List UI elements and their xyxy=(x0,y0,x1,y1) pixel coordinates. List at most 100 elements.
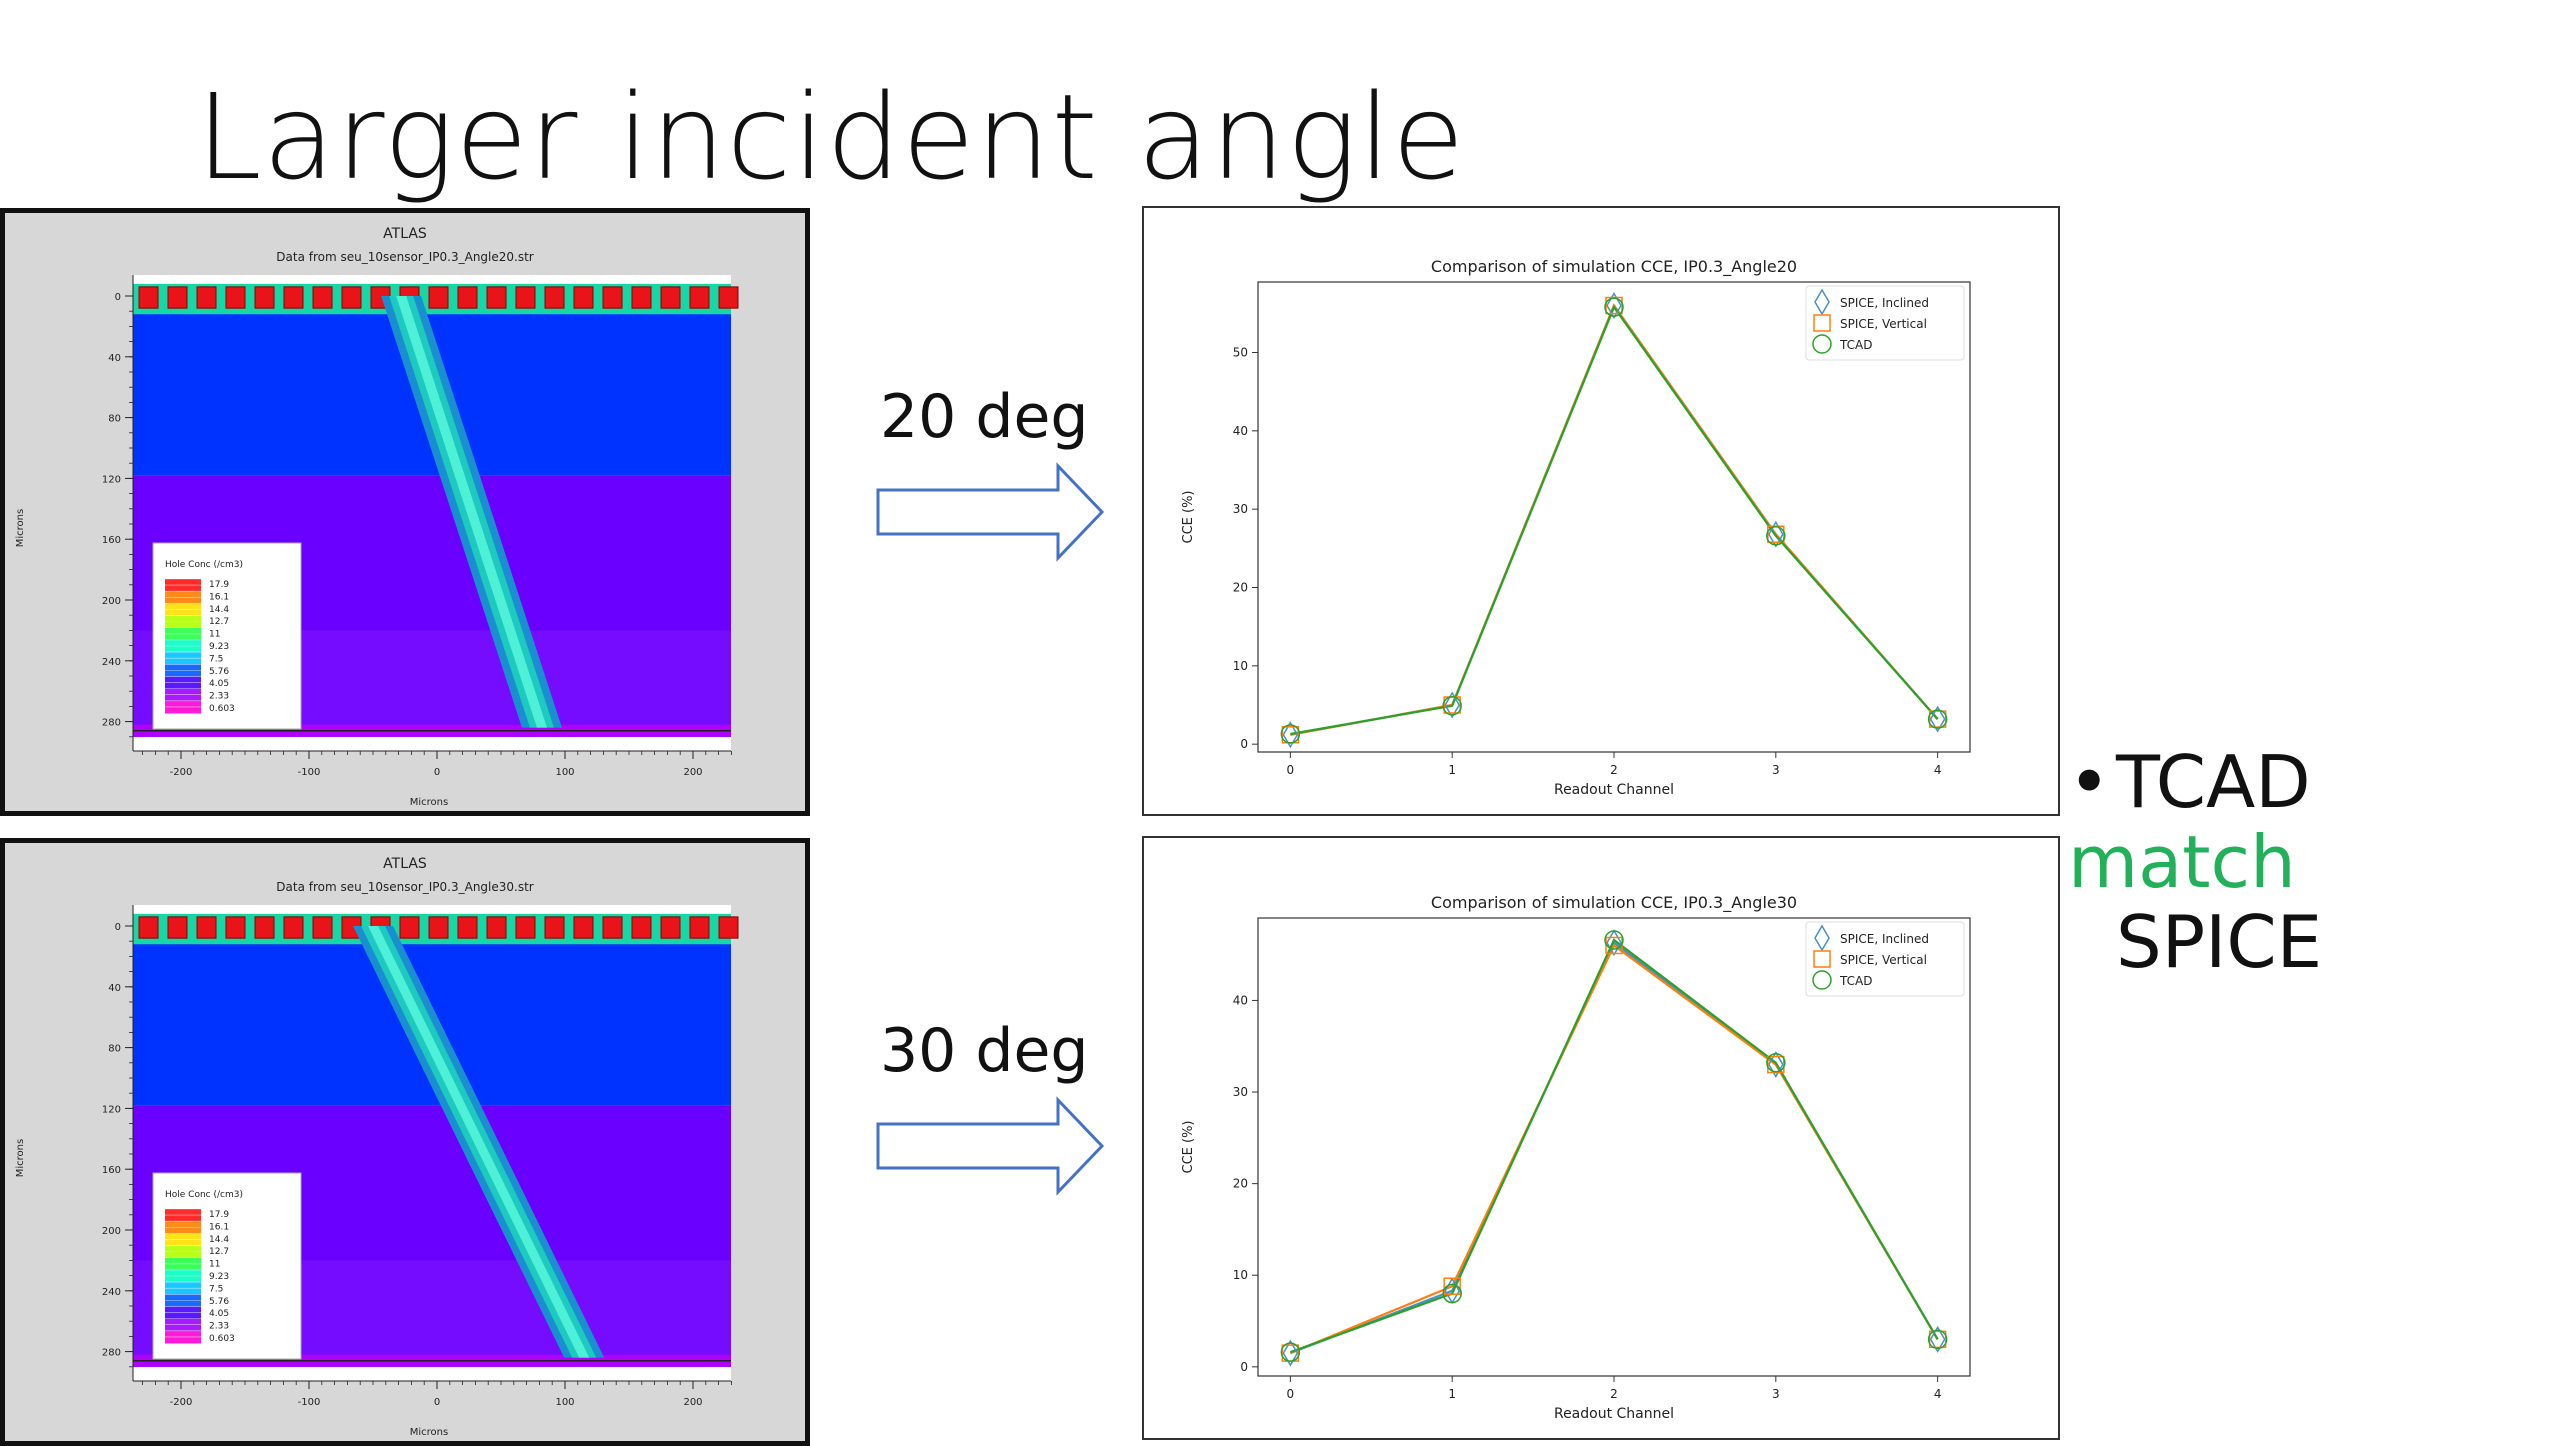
atlas-strip-electrode xyxy=(718,286,739,309)
chart-point-inclined xyxy=(1929,705,1946,733)
chart-x-tick-label: 0 xyxy=(1287,763,1295,777)
atlas-x-axis-label: Microns xyxy=(410,1427,448,1438)
atlas-header: ATLAS xyxy=(383,226,427,242)
atlas-y-tick-label: 80 xyxy=(108,414,121,425)
chart-y-tick-label: 0 xyxy=(1240,1360,1248,1374)
chart-title: Comparison of simulation CCE, IP0.3_Angl… xyxy=(1431,257,1797,277)
chart-x-axis-label: Readout Channel xyxy=(1554,1406,1674,1422)
atlas-y-tick-label: 240 xyxy=(102,1287,121,1298)
atlas-legend-value: 14.4 xyxy=(209,1235,229,1245)
atlas-strip-electrode xyxy=(428,286,449,309)
chart-x-tick-label: 3 xyxy=(1772,763,1780,777)
atlas-legend-value: 11 xyxy=(209,630,220,640)
chart-legend-label: TCAD xyxy=(1839,974,1872,988)
atlas-strip-electrode xyxy=(573,916,594,939)
chart-y-axis-label: CCE (%) xyxy=(1181,1121,1196,1174)
cce-chart-20deg: Comparison of simulation CCE, IP0.3_Angl… xyxy=(1142,206,2060,816)
atlas-legend-value: 4.05 xyxy=(209,1309,229,1319)
atlas-strip-electrode xyxy=(312,286,333,309)
atlas-legend-value: 16.1 xyxy=(209,1222,229,1232)
atlas-strip-electrode xyxy=(660,916,681,939)
chart-point-inclined xyxy=(1606,292,1622,319)
atlas-y-axis-label: Microns xyxy=(15,509,26,547)
bullet-text-match: match xyxy=(2068,820,2296,904)
atlas-strip-electrode xyxy=(602,916,623,939)
chart-point-vertical xyxy=(1928,1330,1947,1349)
atlas-y-tick-label: 160 xyxy=(102,535,121,546)
right-arrow-icon xyxy=(876,462,1105,562)
atlas-strip-electrode xyxy=(167,286,188,309)
chart-x-tick-label: 1 xyxy=(1448,763,1456,777)
chart-series-line-circle xyxy=(1290,304,1939,736)
atlas-strip-electrode xyxy=(254,286,275,309)
atlas-x-tick-label: 100 xyxy=(555,1397,574,1408)
atlas-x-axis-label: Microns xyxy=(410,797,448,808)
atlas-strip-electrode xyxy=(138,286,159,309)
atlas-strip-electrode xyxy=(428,916,449,939)
chart-series-line-diamond xyxy=(1290,303,1939,736)
chart-y-tick-label: 30 xyxy=(1233,502,1248,516)
chart-point-inclined xyxy=(1444,691,1461,719)
chart-x-tick-label: 2 xyxy=(1610,763,1618,777)
atlas-strip-electrode xyxy=(399,916,420,939)
atlas-legend-value: 5.76 xyxy=(209,1297,229,1307)
atlas-simulation-panel-20deg: ATLAS Data from seu_10sensor_IP0.3_Angle… xyxy=(0,208,810,816)
atlas-y-tick-label: 40 xyxy=(108,353,121,364)
chart-point-tcad xyxy=(1927,1329,1948,1350)
chart-point-inclined xyxy=(1767,1051,1784,1079)
atlas-header: ATLAS xyxy=(383,856,427,872)
atlas-y-axis-label: Microns xyxy=(15,1139,26,1177)
atlas-strip-electrode xyxy=(660,286,681,309)
atlas-x-tick-label: -200 xyxy=(170,1397,193,1408)
atlas-strip-electrode xyxy=(196,286,217,309)
chart-legend-label: SPICE, Inclined xyxy=(1840,932,1929,946)
atlas-ion-track-core xyxy=(368,926,590,1358)
atlas-strip-electrode xyxy=(254,916,275,939)
chart-point-inclined xyxy=(1282,1339,1299,1367)
atlas-legend-value: 12.7 xyxy=(209,1247,229,1257)
chart-y-tick-label: 0 xyxy=(1240,737,1248,751)
atlas-legend-value: 14.4 xyxy=(209,605,229,615)
chart-point-inclined xyxy=(1814,288,1830,316)
chart-series-line-square xyxy=(1290,303,1939,736)
atlas-x-tick-label: -100 xyxy=(298,767,321,778)
atlas-legend-value: 2.33 xyxy=(209,1322,229,1332)
atlas-strip-electrode xyxy=(283,286,304,309)
chart-point-inclined xyxy=(1606,929,1622,957)
chart-point-vertical xyxy=(1767,1055,1785,1074)
conclusion-bullet: •TCAD match SPICE xyxy=(2068,742,2560,982)
right-arrow-icon xyxy=(876,1096,1105,1196)
chart-legend-box xyxy=(1805,921,1965,997)
atlas-y-tick-label: 200 xyxy=(102,1226,121,1237)
chart-y-tick-label: 40 xyxy=(1233,424,1248,438)
chart-point-tcad xyxy=(1812,970,1832,990)
chart-point-inclined xyxy=(1282,721,1299,749)
chart-x-tick-label: 0 xyxy=(1287,1387,1295,1401)
atlas-strip-electrode xyxy=(457,916,478,939)
atlas-y-tick-label: 0 xyxy=(115,922,121,933)
chart-point-inclined xyxy=(1814,924,1830,952)
atlas-strip-electrode xyxy=(167,916,188,939)
atlas-y-tick-label: 120 xyxy=(102,1104,121,1115)
atlas-strip-electrode xyxy=(225,916,246,939)
atlas-y-tick-label: 280 xyxy=(102,718,121,729)
atlas-y-tick-label: 240 xyxy=(102,657,121,668)
bullet-text-tcad: TCAD xyxy=(2116,740,2311,824)
atlas-strip-electrode xyxy=(196,916,217,939)
angle-label-30deg: 30 deg xyxy=(880,1016,1089,1086)
atlas-y-tick-label: 0 xyxy=(115,292,121,303)
atlas-strip-electrode xyxy=(283,916,304,939)
atlas-strip-electrode xyxy=(341,286,362,309)
atlas-x-tick-label: 100 xyxy=(555,767,574,778)
atlas-legend-value: 0.603 xyxy=(209,1334,235,1344)
atlas-simulation-panel-30deg: ATLAS Data from seu_10sensor_IP0.3_Angle… xyxy=(0,838,810,1446)
atlas-legend-value: 9.23 xyxy=(209,1272,229,1282)
atlas-legend-value: 17.9 xyxy=(209,1210,229,1220)
atlas-strip-electrode xyxy=(486,916,507,939)
chart-point-tcad xyxy=(1766,1052,1786,1073)
chart-point-tcad xyxy=(1442,696,1462,716)
chart-point-vertical xyxy=(1443,1277,1461,1295)
bullet-text-spice: SPICE xyxy=(2116,900,2323,984)
chart-y-tick-label: 20 xyxy=(1233,1177,1248,1191)
chart-point-tcad xyxy=(1280,1342,1301,1362)
